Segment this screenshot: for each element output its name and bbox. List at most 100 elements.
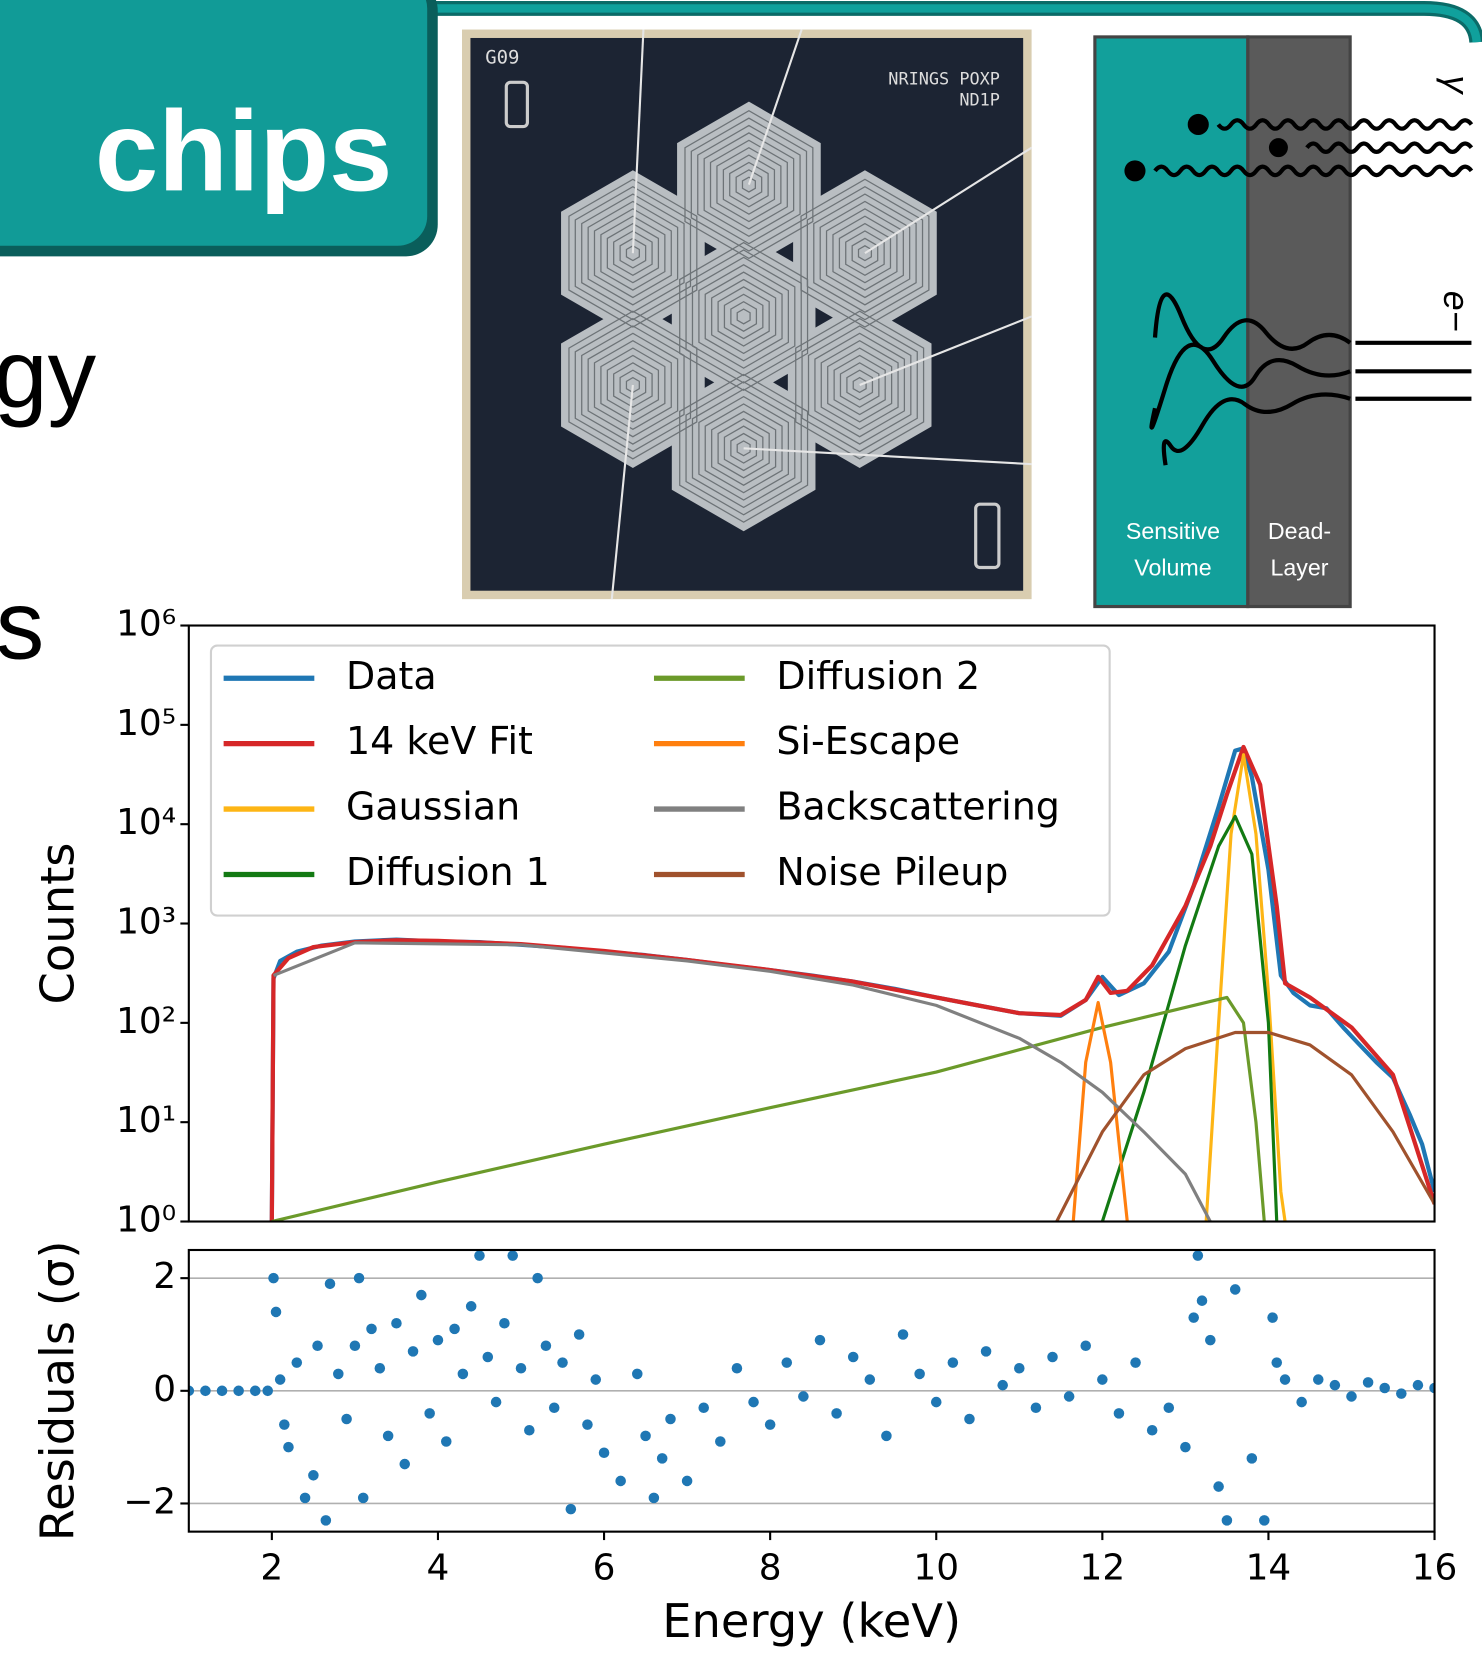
- interaction: [1124, 160, 1145, 181]
- region-label: Sensitive: [1126, 518, 1220, 544]
- residual-point: [682, 1476, 693, 1487]
- residual-point: [1259, 1515, 1270, 1526]
- residual-point: [333, 1369, 344, 1380]
- residual-point: [449, 1324, 460, 1335]
- x-tick-label: 2: [260, 1548, 283, 1589]
- residual-point: [399, 1459, 410, 1470]
- residual-point: [599, 1448, 610, 1459]
- residual-point: [408, 1346, 419, 1357]
- residual-point: [233, 1386, 244, 1397]
- slide-title: chips: [95, 88, 393, 215]
- page-canvas: chips gy s G09 NRINGS POXP ND1P: [0, 0, 1482, 1654]
- residual-point: [516, 1363, 527, 1374]
- residual-point: [262, 1386, 273, 1397]
- residual-point: [649, 1493, 660, 1504]
- residual-point: [831, 1408, 842, 1419]
- residual-point: [321, 1515, 332, 1526]
- residual-point: [1363, 1377, 1374, 1388]
- residual-point: [765, 1419, 776, 1430]
- residual-point: [914, 1369, 925, 1380]
- y-tick-label: 10²: [116, 1001, 176, 1042]
- residual-point: [590, 1374, 601, 1385]
- residual-point: [312, 1340, 323, 1351]
- residual-point: [354, 1273, 365, 1284]
- residual-point: [881, 1431, 892, 1442]
- residual-point: [268, 1273, 279, 1284]
- residual-point: [424, 1408, 435, 1419]
- chart: −202246810121416Residuals (σ)Energy (keV…: [31, 1241, 1458, 1648]
- residual-point: [1296, 1397, 1307, 1408]
- residual-point: [698, 1402, 709, 1413]
- chip-label: ND1P: [959, 89, 1000, 109]
- residual-point: [532, 1273, 543, 1284]
- residual-point: [279, 1419, 290, 1430]
- residual-point: [981, 1346, 992, 1357]
- residual-point: [1147, 1425, 1158, 1436]
- residual-point: [358, 1493, 369, 1504]
- residual-point: [948, 1357, 959, 1368]
- residual-point: [1379, 1383, 1390, 1394]
- page: {"slide": {"title_fragment": "chips", "t…: [0, 0, 1482, 1654]
- residual-point: [458, 1369, 469, 1380]
- y-tick-label: 10¹: [116, 1100, 176, 1141]
- residual-point: [466, 1301, 477, 1312]
- residual-point: [416, 1290, 427, 1301]
- interaction: [1269, 138, 1288, 157]
- y-tick-label: 0: [153, 1369, 176, 1410]
- y-tick-label: 10⁴: [116, 802, 176, 843]
- electron-arrows: [1355, 343, 1471, 399]
- residual-point: [1031, 1402, 1042, 1413]
- residual-point: [1197, 1295, 1208, 1306]
- chip-label: NRINGS POXP: [888, 68, 1000, 88]
- x-tick-label: 8: [759, 1548, 782, 1589]
- residual-point: [1064, 1391, 1075, 1402]
- charts: 10⁰10¹10²10³10⁴10⁵10⁶CountsData14 keV Fi…: [31, 604, 1458, 1648]
- residual-point: [474, 1250, 485, 1261]
- residual-point: [997, 1380, 1008, 1391]
- interaction: [1188, 114, 1209, 135]
- residual-point: [1114, 1408, 1125, 1419]
- y-axis-label: Residuals (σ): [31, 1241, 85, 1542]
- residual-point: [1230, 1284, 1241, 1295]
- residual-point: [441, 1436, 452, 1447]
- legend-label: Gaussian: [346, 785, 520, 829]
- residual-point: [541, 1340, 552, 1351]
- residual-point: [715, 1436, 726, 1447]
- residual-point: [433, 1335, 444, 1346]
- residual-point: [1213, 1481, 1224, 1492]
- residual-point: [383, 1431, 394, 1442]
- region-label: Dead-: [1268, 518, 1331, 544]
- residual-point: [815, 1335, 826, 1346]
- residual-point: [1097, 1374, 1108, 1385]
- y-tick-label: 10⁵: [116, 703, 176, 744]
- residual-point: [1247, 1453, 1258, 1464]
- chart: 10⁰10¹10²10³10⁴10⁵10⁶CountsData14 keV Fi…: [31, 604, 1435, 1241]
- chip-label: G09: [485, 46, 519, 68]
- residual-point: [1330, 1380, 1341, 1391]
- residual-point: [865, 1374, 876, 1385]
- slide-text: s: [0, 571, 44, 680]
- photon-symbol: γ: [1436, 75, 1476, 95]
- legend-label: Noise Pileup: [776, 850, 1008, 894]
- residual-point: [964, 1414, 975, 1425]
- legend-label: Diffusion 2: [776, 654, 980, 698]
- residual-point: [732, 1363, 743, 1374]
- x-tick-label: 12: [1080, 1548, 1126, 1589]
- x-tick-label: 4: [427, 1548, 450, 1589]
- legend-label: 14 keV Fit: [346, 719, 533, 763]
- residual-point: [665, 1414, 676, 1425]
- residual-point: [1313, 1374, 1324, 1385]
- residual-point: [275, 1374, 286, 1385]
- residual-point: [375, 1363, 386, 1374]
- residual-point: [200, 1386, 211, 1397]
- residual-point: [325, 1279, 336, 1290]
- residual-point: [549, 1402, 560, 1413]
- x-tick-label: 16: [1412, 1548, 1458, 1589]
- residual-point: [574, 1329, 585, 1340]
- residual-point: [781, 1357, 792, 1368]
- y-tick-label: 10⁶: [116, 604, 176, 645]
- residual-point: [1164, 1402, 1175, 1413]
- residual-point: [1193, 1250, 1204, 1261]
- residual-point: [483, 1352, 494, 1363]
